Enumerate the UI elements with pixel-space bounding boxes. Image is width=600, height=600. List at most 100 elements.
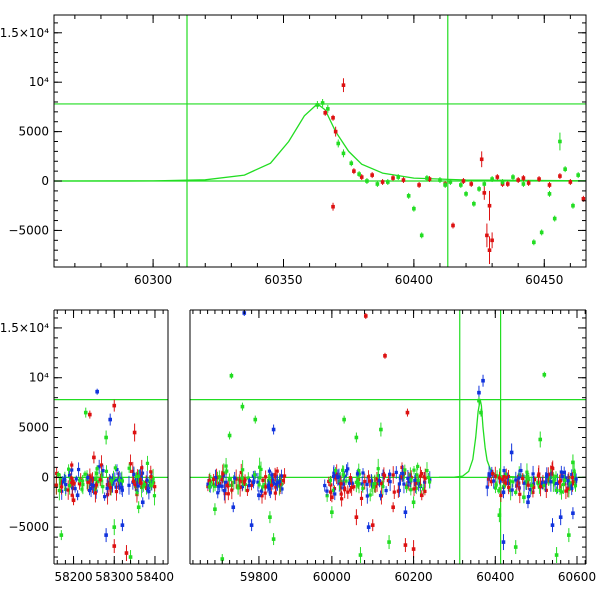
point-marker	[89, 483, 93, 487]
data-point	[271, 424, 276, 435]
y-tick-label: 5000	[18, 125, 49, 139]
point-marker	[347, 481, 352, 485]
point-marker	[571, 203, 575, 208]
point-marker	[510, 488, 514, 492]
point-marker	[145, 461, 150, 465]
point-marker	[239, 470, 243, 475]
data-point	[391, 502, 395, 513]
point-marker	[342, 486, 347, 490]
data-point	[271, 533, 276, 546]
data-point	[482, 181, 487, 187]
point-marker	[477, 187, 481, 191]
point-marker	[491, 472, 495, 476]
point-marker	[479, 410, 483, 415]
point-marker	[333, 476, 337, 480]
point-marker	[226, 492, 230, 496]
point-marker	[526, 181, 531, 185]
point-marker	[497, 489, 501, 493]
point-marker	[354, 435, 359, 440]
point-marker	[540, 481, 544, 485]
point-marker	[550, 523, 555, 527]
point-marker	[350, 485, 354, 490]
point-marker	[207, 479, 211, 483]
point-marker	[423, 489, 427, 494]
point-marker	[352, 485, 356, 489]
point-marker	[373, 482, 377, 486]
x-tick-label: 58300	[95, 570, 133, 584]
data-point	[571, 507, 575, 520]
data-point	[542, 371, 547, 378]
point-marker	[532, 485, 536, 489]
point-marker	[427, 177, 432, 181]
data-point	[401, 177, 406, 183]
point-marker	[56, 473, 60, 477]
point-marker	[377, 479, 382, 483]
point-marker	[571, 460, 575, 465]
point-marker	[133, 483, 137, 487]
data-point	[92, 451, 96, 464]
point-marker	[150, 479, 154, 483]
point-marker	[404, 485, 409, 490]
point-marker	[249, 523, 254, 527]
data-point	[472, 200, 476, 207]
data-point	[490, 232, 494, 249]
data-point	[330, 506, 334, 519]
point-marker	[509, 450, 514, 455]
point-marker	[341, 482, 345, 486]
point-marker	[325, 494, 329, 498]
point-marker	[411, 547, 416, 551]
point-marker	[396, 175, 401, 179]
point-marker	[368, 493, 372, 497]
point-marker	[257, 483, 261, 487]
point-marker	[108, 417, 112, 422]
point-marker	[88, 475, 92, 479]
point-marker	[104, 435, 108, 440]
data-point	[405, 408, 410, 417]
point-marker	[87, 488, 92, 493]
point-marker	[415, 473, 419, 477]
point-marker	[225, 469, 229, 473]
data-point	[140, 497, 145, 508]
point-marker	[256, 480, 260, 484]
point-marker	[271, 481, 276, 485]
data-point	[479, 151, 484, 168]
point-marker	[132, 472, 136, 477]
point-marker	[363, 479, 367, 484]
data-point	[448, 179, 453, 185]
point-marker	[391, 176, 395, 180]
point-marker	[570, 482, 575, 486]
point-marker	[394, 470, 398, 475]
point-marker	[504, 475, 508, 479]
point-marker	[482, 182, 487, 186]
x-tick-label: 60300	[134, 273, 172, 287]
point-marker	[562, 470, 566, 475]
point-marker	[113, 478, 117, 482]
data-point	[425, 175, 429, 182]
data-point	[412, 205, 416, 212]
point-marker	[558, 174, 562, 178]
point-marker	[391, 473, 395, 477]
data-point	[396, 174, 401, 181]
point-marker	[71, 479, 75, 483]
point-marker	[375, 182, 380, 186]
point-marker	[257, 493, 261, 498]
data-point	[497, 508, 502, 523]
point-marker	[551, 480, 555, 484]
point-marker	[241, 468, 245, 472]
data-point	[391, 175, 395, 182]
data-point	[526, 180, 531, 186]
point-marker	[388, 472, 392, 476]
point-marker	[346, 490, 350, 494]
point-marker	[104, 469, 109, 473]
point-marker	[323, 483, 327, 488]
point-marker	[152, 494, 157, 498]
data-point	[567, 528, 571, 543]
point-marker	[108, 477, 113, 481]
point-marker	[111, 476, 116, 480]
point-marker	[544, 488, 548, 492]
point-marker	[521, 476, 525, 481]
point-marker	[472, 201, 476, 206]
point-marker	[558, 480, 562, 484]
data-point	[538, 431, 543, 448]
point-marker	[230, 488, 234, 492]
